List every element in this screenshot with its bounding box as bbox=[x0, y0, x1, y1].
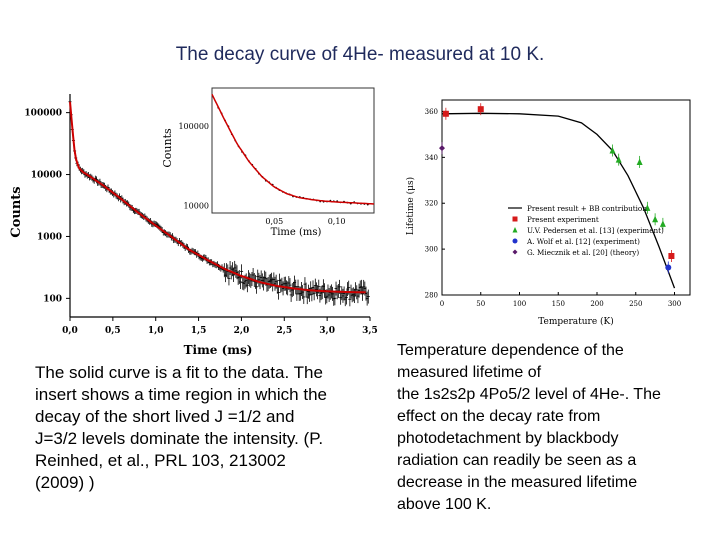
caption-right-line: decrease in the measured lifetime bbox=[397, 474, 638, 491]
caption-right: Temperature dependence of the measured l… bbox=[397, 340, 707, 516]
caption-right-line: Temperature dependence of the bbox=[397, 342, 624, 359]
inset-fit-curve bbox=[211, 93, 375, 205]
decay-curve-chart: 0,0 0,5 1,0 1,5 2,0 2,5 3,0 3,5 100000 10000 1000 1… bbox=[9, 87, 378, 357]
lifetime-x-tick-label: 150 bbox=[552, 300, 565, 308]
caption-right-line: photodetachment by blackbody bbox=[397, 430, 619, 447]
inset-y-tick-label: 100000 bbox=[178, 122, 209, 131]
decay-fit-curve bbox=[69, 101, 366, 294]
decay-x-tick-label: 3,0 bbox=[319, 326, 335, 336]
decay-y-tick-label: 10000 bbox=[31, 171, 62, 181]
lifetime-data-point bbox=[668, 253, 675, 259]
decay-axes bbox=[66, 94, 371, 321]
decay-x-tick-label: 2,5 bbox=[276, 326, 292, 336]
lifetime-x-tick-label: 200 bbox=[590, 300, 603, 308]
legend-label: Present result + BB contribution bbox=[527, 204, 647, 213]
lifetime-data-point bbox=[477, 106, 484, 113]
legend-marker-swatch bbox=[512, 249, 518, 255]
decay-x-tick-label: 0,0 bbox=[62, 326, 78, 336]
caption-right-line: the 1s2s2p 4Po5/2 level of 4He-. The bbox=[397, 386, 661, 403]
lifetime-temperature-chart: 0 50 100 150 200 250 300 280 300 320 340 360 Presen… bbox=[405, 99, 691, 327]
inset-xlabel: Time (ms) bbox=[271, 227, 322, 238]
inset-y-tick-label: 10000 bbox=[184, 201, 209, 210]
lifetime-data-point bbox=[615, 156, 622, 163]
lifetime-axes bbox=[441, 99, 691, 296]
legend-label: A. Wolf et al. [12] (experiment) bbox=[526, 237, 640, 246]
decay-y-tick-label: 1000 bbox=[37, 232, 62, 242]
lifetime-x-tick-label: 250 bbox=[629, 300, 642, 308]
lifetime-frame bbox=[441, 99, 691, 296]
lifetime-x-tick-label: 0 bbox=[440, 300, 444, 308]
caption-right-line: radiation can readily be seen as a bbox=[397, 452, 637, 469]
inset-x-tick-label: 0,05 bbox=[265, 217, 283, 226]
decay-x-tick-label: 1,5 bbox=[191, 326, 207, 336]
legend-marker-swatch bbox=[512, 216, 518, 222]
caption-right-line: effect on the decay rate from bbox=[397, 408, 601, 425]
lifetime-y-tick-label: 300 bbox=[425, 246, 438, 254]
lifetime-legend: Present result + BB contribution Present … bbox=[508, 204, 664, 257]
lifetime-x-tick-label: 300 bbox=[668, 300, 681, 308]
decay-y-tick-label: 100000 bbox=[24, 109, 62, 119]
decay-tick-labels: 0,0 0,5 1,0 1,5 2,0 2,5 3,0 3,5 100000 10000 1000 1… bbox=[24, 109, 377, 336]
decay-x-tick-label: 3,5 bbox=[362, 326, 378, 336]
lifetime-y-tick-label: 340 bbox=[425, 154, 438, 162]
decay-y-tick-label: 100 bbox=[43, 294, 62, 304]
slide-title: The decay curve of 4He- measured at 10 K… bbox=[175, 44, 545, 65]
lifetime-data-point bbox=[659, 220, 666, 227]
legend-marker-swatch bbox=[512, 227, 518, 233]
lifetime-xlabel: Temperature (K) bbox=[538, 316, 614, 327]
inset-x-tick-label: 0,10 bbox=[328, 217, 346, 226]
lifetime-data-point bbox=[644, 204, 651, 211]
lifetime-x-tick-label: 100 bbox=[513, 300, 526, 308]
legend-marker-swatch bbox=[512, 238, 518, 244]
caption-right-line: above 100 K. bbox=[397, 496, 492, 513]
lifetime-data-point bbox=[652, 215, 659, 223]
decay-x-tick-label: 2,0 bbox=[234, 326, 250, 336]
lifetime-y-tick-label: 280 bbox=[425, 292, 438, 300]
lifetime-ylabel: Lifetime (μs) bbox=[405, 177, 416, 235]
inset-tick-labels: 0,05 0,10 100000 10000 bbox=[178, 122, 345, 226]
decay-xlabel: Time (ms) bbox=[184, 343, 253, 357]
lifetime-data-point bbox=[439, 145, 445, 152]
decay-x-tick-label: 1,0 bbox=[148, 326, 164, 336]
lifetime-data-point bbox=[442, 110, 449, 117]
legend-label: Present experiment bbox=[527, 215, 599, 224]
lifetime-tick-labels: 0 50 100 150 200 250 300 280 300 320 340 360 bbox=[425, 108, 682, 308]
decay-x-tick-label: 0,5 bbox=[105, 326, 121, 336]
caption-right-line: measured lifetime of bbox=[397, 364, 542, 381]
inset-frame bbox=[211, 87, 375, 214]
decay-ylabel: Counts bbox=[9, 186, 24, 237]
lifetime-data-point bbox=[609, 146, 616, 154]
inset-ylabel: Counts bbox=[161, 128, 174, 168]
lifetime-data-point bbox=[636, 158, 643, 165]
lifetime-data-point bbox=[665, 264, 672, 271]
lifetime-y-tick-label: 320 bbox=[425, 200, 438, 208]
caption-left: The solid curve is a fit to the data. Th… bbox=[35, 363, 327, 492]
lifetime-y-tick-label: 360 bbox=[425, 108, 438, 116]
legend-label: G. Miecznik et al. [20] (theory) bbox=[527, 248, 639, 257]
lifetime-model-curve bbox=[441, 112, 676, 289]
lifetime-x-tick-label: 50 bbox=[476, 300, 485, 308]
legend-label: U.V. Pedersen et al. [13] (experiment) bbox=[527, 226, 664, 235]
lifetime-data-points bbox=[439, 103, 675, 274]
